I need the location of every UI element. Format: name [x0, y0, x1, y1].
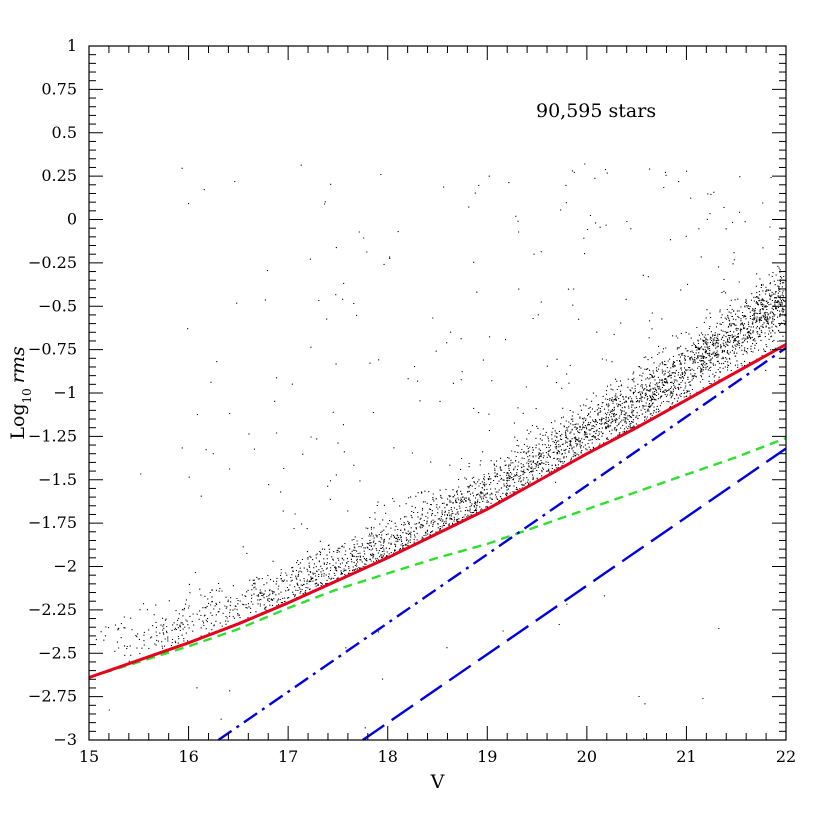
y-tick-label: 0 [67, 210, 77, 229]
series-line-short-dash [88, 436, 787, 679]
y-axis-title: Log10 rms [7, 346, 34, 440]
series-line-long-dash [362, 447, 787, 741]
x-tick-label: 19 [477, 747, 497, 766]
y-tick-label: −1.75 [28, 513, 77, 532]
plot-frame [88, 45, 787, 741]
series-line-dash-dot [217, 346, 787, 741]
y-axis-title-prefix: Log [7, 403, 29, 439]
y-tick-label: 0.25 [41, 166, 77, 185]
y-tick-label: −1.25 [28, 426, 77, 445]
x-axis-title: V [430, 771, 445, 793]
y-tick-label: 1 [67, 36, 77, 55]
x-tick-label: 15 [79, 747, 99, 766]
y-axis-title-italic: rms [7, 346, 29, 383]
y-tick-label: −0.5 [38, 296, 77, 315]
y-tick-label: −3 [53, 730, 77, 749]
x-tick-label: 17 [278, 747, 298, 766]
axis-ticks: 15 16 17 18 19 20 21 22 1 0.75 0.5 0.25 0 −0.25 −0.5 −0… [28, 36, 796, 766]
model-curves [88, 343, 787, 741]
x-tick-label: 18 [378, 747, 398, 766]
y-tick-label: 0.75 [41, 79, 77, 98]
x-tick-label: 21 [676, 747, 696, 766]
y-axis-title-subscript: 10 [20, 388, 34, 403]
y-tick-label: −1.5 [38, 470, 77, 489]
y-tick-label: −1 [53, 383, 77, 402]
star-count-annotation: 90,595 stars [536, 100, 656, 122]
x-tick-label: 20 [577, 747, 597, 766]
scatter-stars [95, 163, 787, 740]
y-tick-label: −2.25 [28, 600, 77, 619]
x-tick-label: 22 [776, 747, 796, 766]
y-tick-label: −2.5 [38, 643, 77, 662]
series-line-solid [88, 343, 787, 679]
y-tick-label: −0.75 [28, 340, 77, 359]
scatter-points [95, 163, 787, 740]
x-tick-label: 16 [178, 747, 198, 766]
y-tick-label: 0.5 [52, 123, 77, 142]
y-tick-label: −0.25 [28, 253, 77, 272]
y-tick-label: −2 [53, 557, 77, 576]
y-tick-label: −2.75 [28, 687, 77, 706]
